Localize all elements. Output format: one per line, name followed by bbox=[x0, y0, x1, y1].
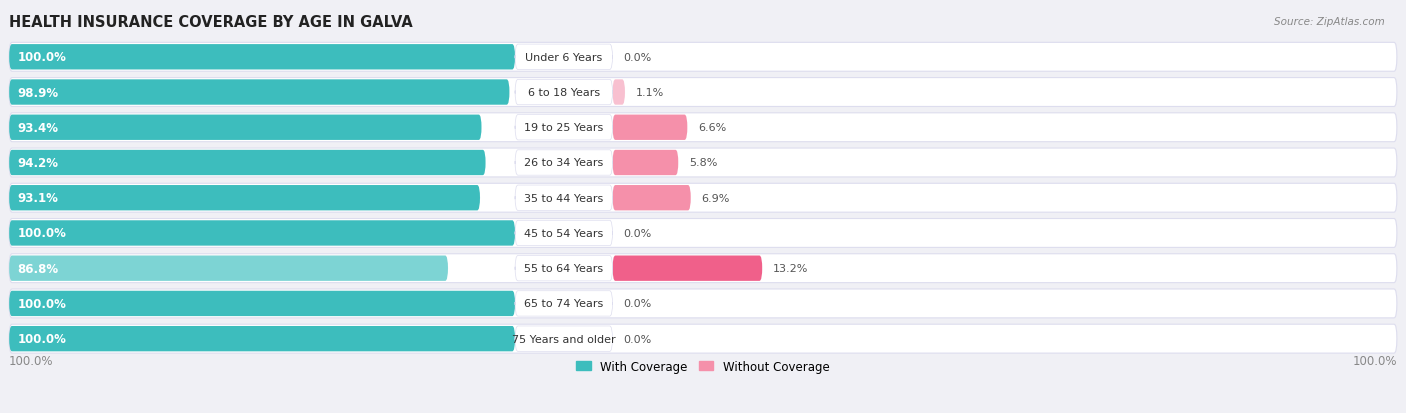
Text: 98.9%: 98.9% bbox=[17, 86, 59, 99]
Text: 6 to 18 Years: 6 to 18 Years bbox=[527, 88, 600, 98]
FancyBboxPatch shape bbox=[613, 80, 626, 105]
FancyBboxPatch shape bbox=[515, 185, 613, 211]
FancyBboxPatch shape bbox=[8, 45, 515, 70]
FancyBboxPatch shape bbox=[8, 43, 1398, 72]
Text: 45 to 54 Years: 45 to 54 Years bbox=[524, 228, 603, 238]
Text: 26 to 34 Years: 26 to 34 Years bbox=[524, 158, 603, 168]
Text: HEALTH INSURANCE COVERAGE BY AGE IN GALVA: HEALTH INSURANCE COVERAGE BY AGE IN GALV… bbox=[8, 15, 413, 30]
Text: 5.8%: 5.8% bbox=[689, 158, 717, 168]
FancyBboxPatch shape bbox=[8, 325, 1398, 353]
Text: 6.9%: 6.9% bbox=[702, 193, 730, 203]
Text: 93.4%: 93.4% bbox=[17, 121, 59, 134]
FancyBboxPatch shape bbox=[8, 291, 515, 316]
FancyBboxPatch shape bbox=[8, 78, 1398, 107]
Text: 100.0%: 100.0% bbox=[17, 332, 66, 345]
FancyBboxPatch shape bbox=[8, 254, 1398, 283]
FancyBboxPatch shape bbox=[613, 256, 762, 281]
Text: 0.0%: 0.0% bbox=[623, 52, 651, 63]
Text: 94.2%: 94.2% bbox=[17, 157, 59, 170]
Text: 75 Years and older: 75 Years and older bbox=[512, 334, 616, 344]
FancyBboxPatch shape bbox=[8, 149, 1398, 178]
FancyBboxPatch shape bbox=[613, 115, 688, 140]
Text: Source: ZipAtlas.com: Source: ZipAtlas.com bbox=[1274, 17, 1385, 26]
Text: 55 to 64 Years: 55 to 64 Years bbox=[524, 263, 603, 273]
Text: 100.0%: 100.0% bbox=[8, 354, 53, 367]
FancyBboxPatch shape bbox=[515, 326, 613, 351]
Text: 86.8%: 86.8% bbox=[17, 262, 59, 275]
Text: 93.1%: 93.1% bbox=[17, 192, 58, 205]
FancyBboxPatch shape bbox=[8, 256, 449, 281]
FancyBboxPatch shape bbox=[8, 80, 509, 105]
Text: 100.0%: 100.0% bbox=[17, 51, 66, 64]
Text: 1.1%: 1.1% bbox=[636, 88, 664, 98]
Text: 13.2%: 13.2% bbox=[773, 263, 808, 273]
FancyBboxPatch shape bbox=[613, 185, 690, 211]
FancyBboxPatch shape bbox=[515, 221, 613, 246]
Text: 6.6%: 6.6% bbox=[697, 123, 725, 133]
FancyBboxPatch shape bbox=[515, 45, 613, 70]
FancyBboxPatch shape bbox=[515, 150, 613, 176]
Text: 65 to 74 Years: 65 to 74 Years bbox=[524, 299, 603, 309]
FancyBboxPatch shape bbox=[8, 289, 1398, 318]
Text: 100.0%: 100.0% bbox=[17, 297, 66, 310]
FancyBboxPatch shape bbox=[8, 326, 515, 351]
Text: 0.0%: 0.0% bbox=[623, 228, 651, 238]
FancyBboxPatch shape bbox=[8, 114, 1398, 142]
Text: 100.0%: 100.0% bbox=[17, 227, 66, 240]
FancyBboxPatch shape bbox=[515, 115, 613, 140]
FancyBboxPatch shape bbox=[8, 219, 1398, 248]
FancyBboxPatch shape bbox=[8, 150, 485, 176]
FancyBboxPatch shape bbox=[8, 184, 1398, 213]
Legend: With Coverage, Without Coverage: With Coverage, Without Coverage bbox=[572, 355, 834, 377]
Text: Under 6 Years: Under 6 Years bbox=[526, 52, 602, 63]
FancyBboxPatch shape bbox=[613, 150, 678, 176]
FancyBboxPatch shape bbox=[515, 80, 613, 105]
FancyBboxPatch shape bbox=[8, 185, 479, 211]
FancyBboxPatch shape bbox=[8, 115, 482, 140]
Text: 35 to 44 Years: 35 to 44 Years bbox=[524, 193, 603, 203]
Text: 0.0%: 0.0% bbox=[623, 334, 651, 344]
Text: 19 to 25 Years: 19 to 25 Years bbox=[524, 123, 603, 133]
FancyBboxPatch shape bbox=[8, 221, 515, 246]
FancyBboxPatch shape bbox=[515, 291, 613, 316]
Text: 0.0%: 0.0% bbox=[623, 299, 651, 309]
Text: 100.0%: 100.0% bbox=[1353, 354, 1398, 367]
FancyBboxPatch shape bbox=[515, 256, 613, 281]
